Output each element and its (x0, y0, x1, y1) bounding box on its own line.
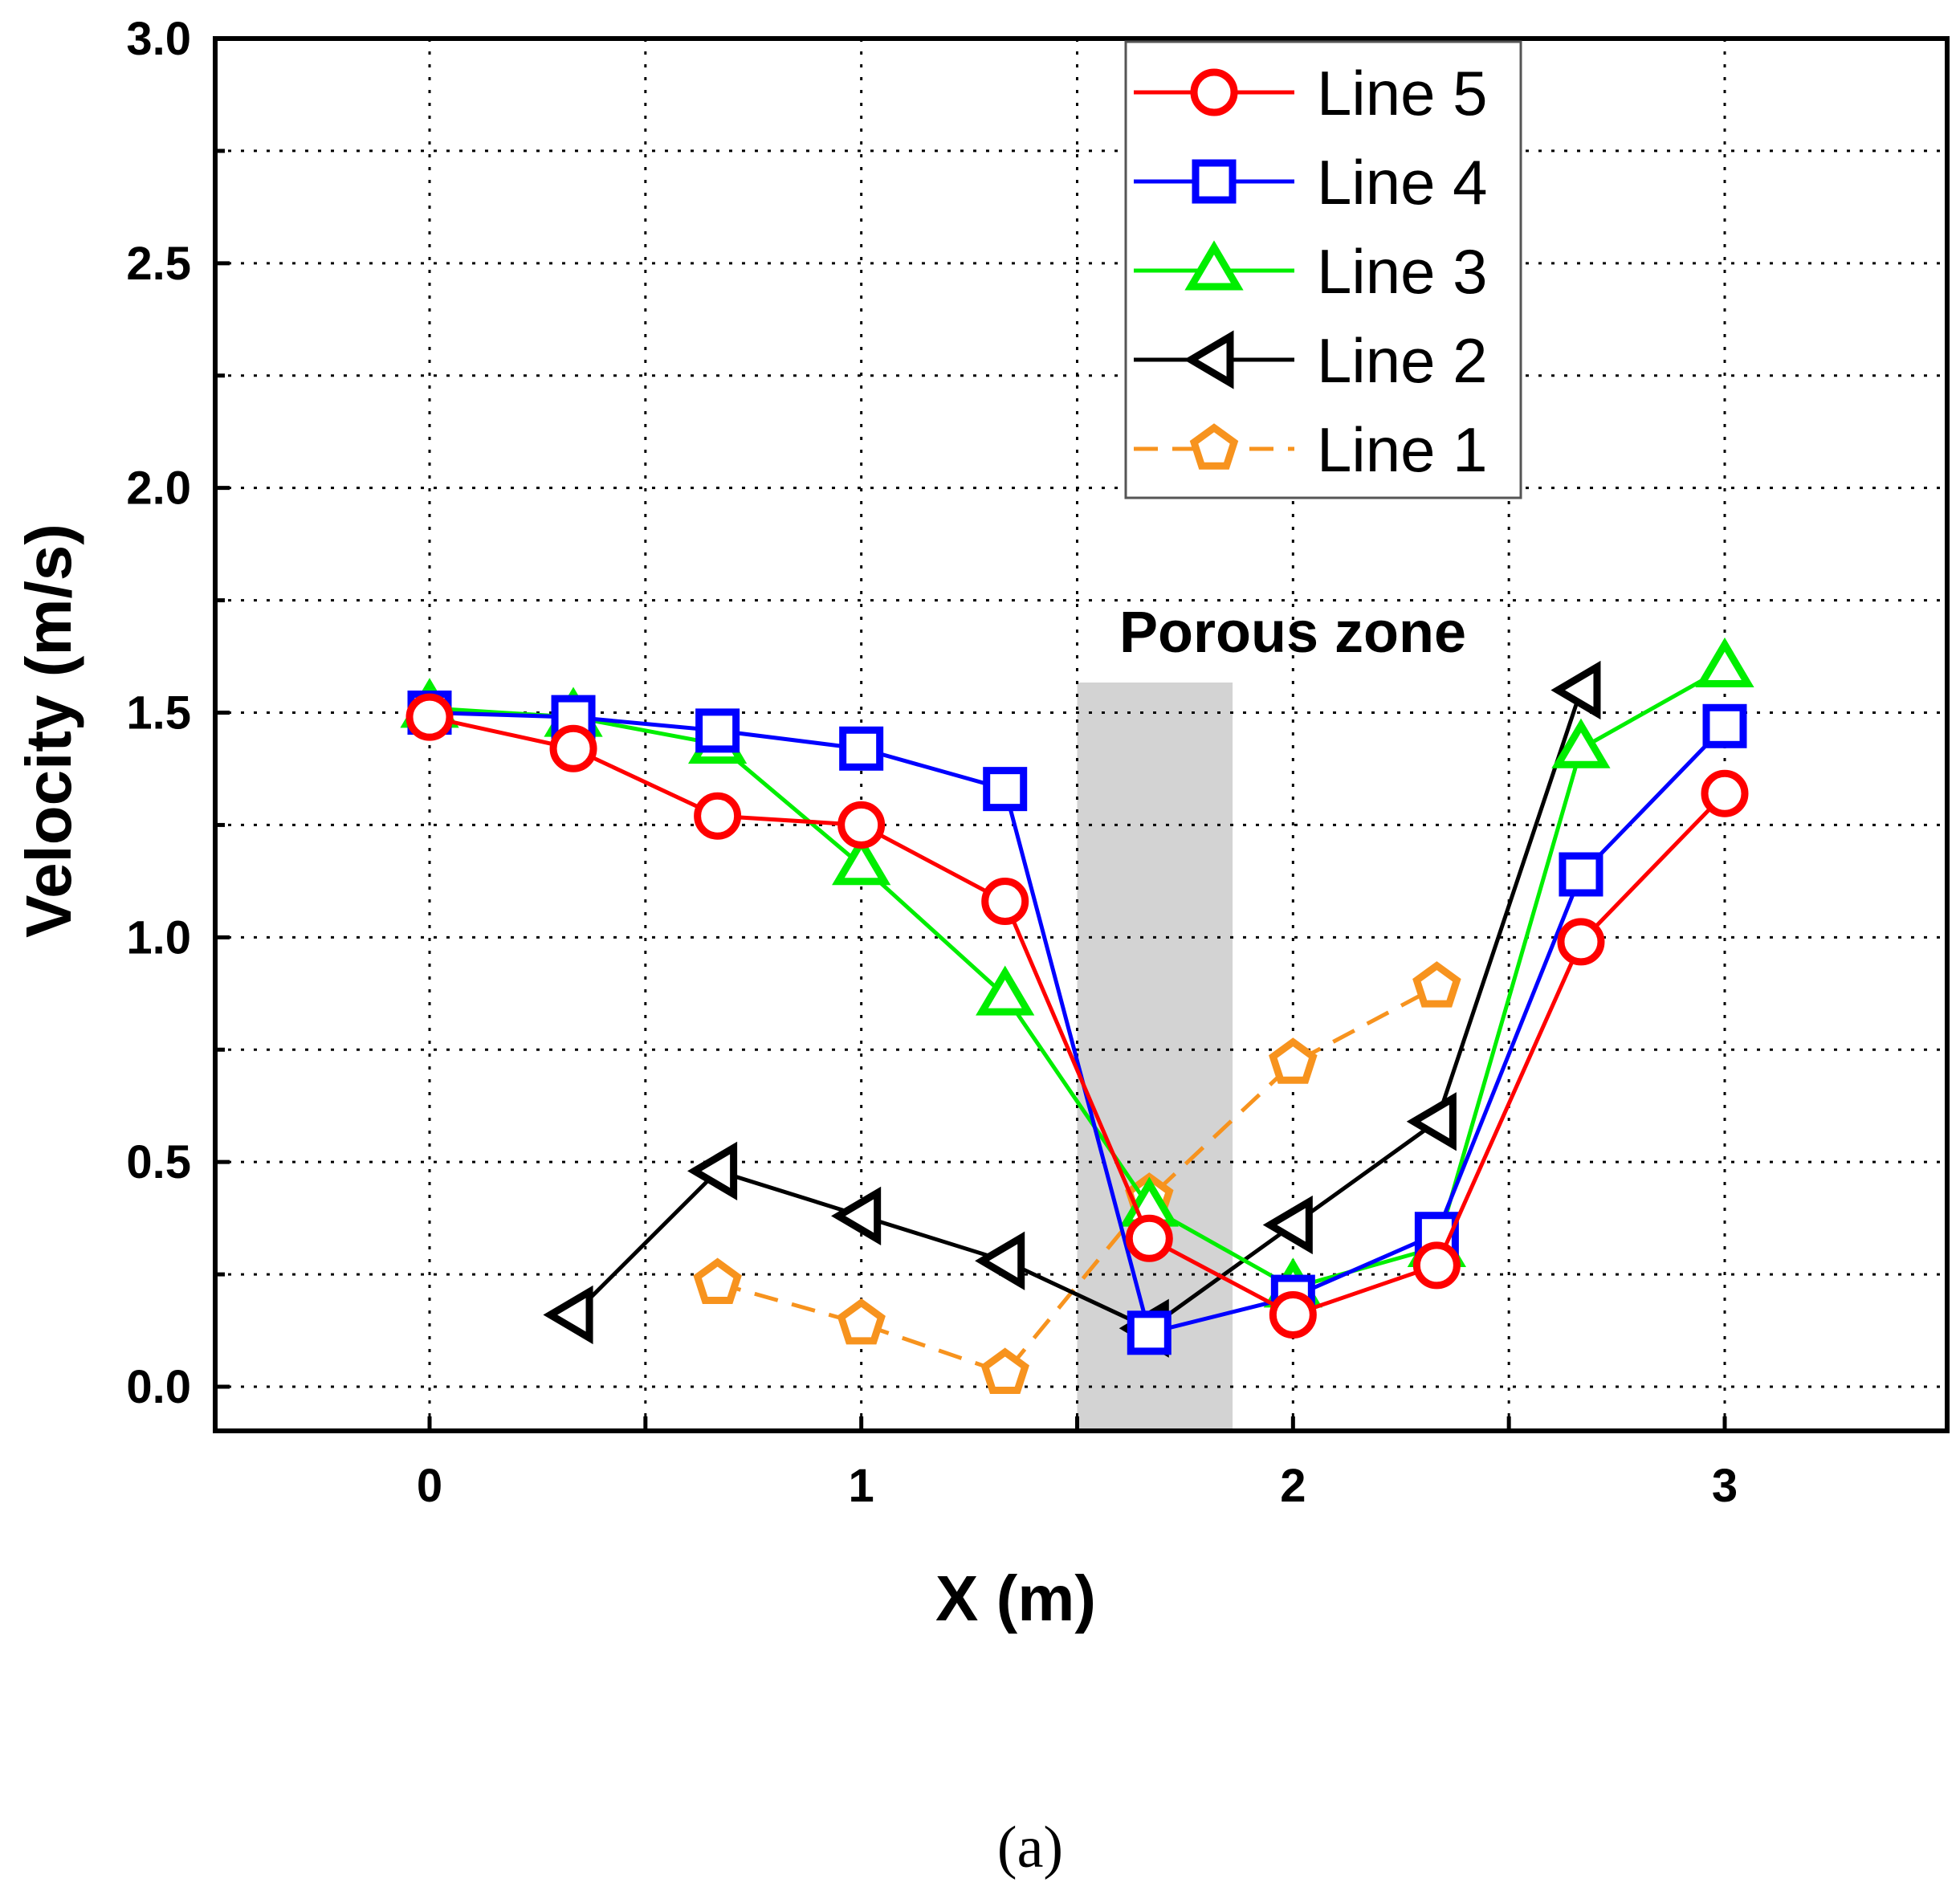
y-tick-label: 3.0 (126, 13, 191, 65)
data-point-pentagon (1189, 423, 1239, 470)
x-tick-label: 3 (1712, 1460, 1738, 1512)
series-line-1 (693, 961, 1461, 1394)
tick-layer: 0 1 2 3 0.0 0.5 1.0 1.5 2.0 2.5 3.0 (126, 13, 1738, 1512)
data-point-circle (1412, 1241, 1461, 1290)
legend-label: Line 3 (1317, 236, 1488, 307)
data-point-pentagon (1412, 961, 1461, 1008)
data-point-circle (1557, 918, 1605, 966)
legend-item: Line 3 (1134, 236, 1488, 307)
data-point-triangle-left (543, 1285, 593, 1345)
series-line (716, 984, 1438, 1376)
data-point-circle (1269, 1290, 1317, 1339)
data-point-triangle (1184, 240, 1244, 291)
data-point-circle (1701, 769, 1749, 817)
data-point-circle (549, 724, 597, 772)
y-axis-title: Velocity (m/s) (13, 524, 84, 938)
data-point-pentagon (980, 1347, 1029, 1394)
data-point-square (983, 767, 1028, 812)
data-point-triangle (832, 835, 891, 886)
series-line-5 (405, 693, 1749, 1339)
data-point-triangle-left (831, 1186, 882, 1245)
plot-frame (213, 36, 1950, 1433)
legend-item: Line 2 (1134, 325, 1488, 396)
data-point-circle (405, 693, 454, 741)
legend-label: Line 4 (1317, 147, 1488, 218)
y-tick-label: 2.5 (126, 238, 191, 290)
x-tick-label: 0 (417, 1460, 442, 1512)
legend-label: Line 1 (1317, 414, 1488, 485)
x-axis-title: X (m) (935, 1563, 1096, 1634)
y-tick-label: 1.5 (126, 687, 191, 740)
data-point-triangle-left (1262, 1195, 1313, 1255)
series-line (429, 711, 1726, 1335)
figure-caption: (a) (997, 1815, 1063, 1881)
x-tick-label: 1 (849, 1460, 874, 1512)
data-point-circle (1125, 1214, 1173, 1262)
data-point-pentagon (837, 1298, 886, 1345)
legend: Line 5 Line 4 Line 3 Line 2 Line 1 (1124, 40, 1522, 499)
y-tick-label: 2.0 (126, 463, 191, 515)
series-layer (400, 637, 1754, 1394)
legend-item: Line 5 (1134, 58, 1488, 128)
data-point-triangle-left (1550, 660, 1601, 720)
y-tick-label: 0.0 (126, 1361, 191, 1413)
data-point-pentagon (693, 1257, 742, 1305)
series-line (429, 715, 1726, 1318)
series-line (572, 689, 1583, 1331)
y-tick-label: 1.0 (126, 911, 191, 964)
data-point-triangle-left (975, 1231, 1025, 1290)
legend-item: Line 1 (1134, 414, 1488, 485)
legend-label: Line 2 (1317, 325, 1488, 396)
y-tick-label: 0.5 (126, 1136, 191, 1188)
series-line (429, 666, 1726, 1290)
data-point-circle (694, 792, 742, 840)
porous-zone-label: Porous zone (1119, 601, 1466, 665)
data-point-circle (837, 801, 886, 849)
data-point-pentagon (1269, 1037, 1318, 1084)
data-point-triangle-left (687, 1141, 738, 1200)
data-point-triangle (976, 965, 1035, 1016)
data-point-triangle (1695, 637, 1754, 688)
data-point-triangle-left (1406, 1092, 1457, 1151)
data-point-square (1559, 852, 1603, 897)
data-point-square (1702, 703, 1747, 748)
data-point-square (1192, 159, 1237, 204)
legend-label: Line 5 (1317, 58, 1488, 128)
data-point-square (695, 708, 740, 753)
data-point-triangle (1551, 718, 1611, 768)
data-point-triangle-left (1184, 330, 1234, 389)
x-tick-label: 2 (1280, 1460, 1306, 1512)
data-point-circle (1190, 68, 1238, 116)
data-point-square (1127, 1310, 1172, 1355)
data-point-circle (981, 878, 1029, 926)
data-point-square (839, 726, 884, 771)
legend-item: Line 4 (1134, 147, 1488, 218)
